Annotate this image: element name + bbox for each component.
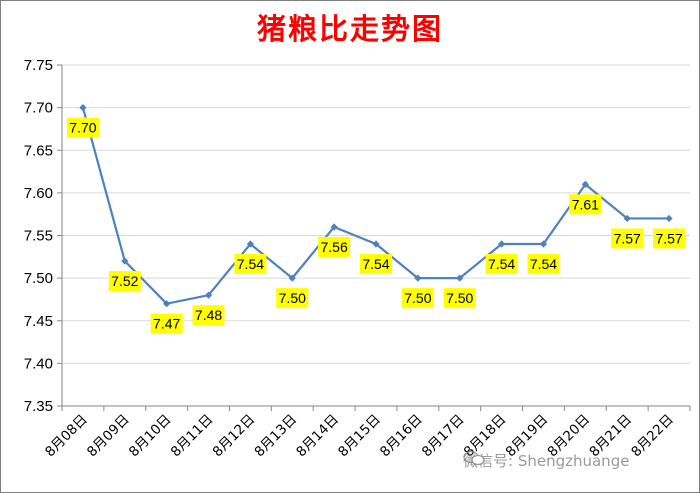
data-label: 7.61 — [572, 196, 599, 212]
data-label: 7.50 — [279, 290, 306, 306]
data-label-bg — [443, 288, 476, 309]
data-label-bg — [318, 236, 351, 257]
data-label-bg — [401, 288, 434, 309]
data-label-bg — [527, 254, 560, 275]
data-label-bg — [653, 228, 686, 249]
data-label: 7.48 — [195, 307, 222, 323]
y-tick-label: 7.55 — [24, 228, 53, 245]
data-label-bg — [569, 194, 602, 215]
y-tick-label: 7.60 — [24, 185, 53, 202]
data-label: 7.52 — [111, 273, 138, 289]
data-point-marker — [246, 240, 254, 248]
data-point-marker — [539, 240, 548, 248]
data-point-marker — [623, 214, 631, 223]
data-label: 7.54 — [362, 256, 389, 272]
data-point-marker — [330, 223, 338, 231]
x-tick-label: 8月13日 — [251, 412, 300, 461]
y-tick-label: 7.40 — [24, 355, 53, 372]
y-tick-label: 7.70 — [24, 100, 53, 117]
data-point-marker — [414, 274, 422, 282]
chart-title: 猪粮比走势图 — [256, 12, 443, 46]
x-tick-label: 8月10日 — [126, 412, 175, 461]
x-tick-label: 8月17日 — [419, 412, 468, 461]
data-point-marker — [79, 104, 87, 112]
x-tick-label: 8月14日 — [293, 412, 342, 461]
y-tick-label: 7.35 — [24, 398, 53, 415]
watermark-text: 微信号: Shengzhuange — [463, 452, 630, 470]
data-point-marker — [204, 291, 213, 299]
data-point-marker — [581, 180, 589, 188]
x-tick-label: 8月08日 — [42, 412, 91, 461]
x-tick-label: 8月12日 — [210, 412, 259, 461]
data-label: 7.57 — [655, 230, 682, 246]
x-tick-label: 8月11日 — [168, 412, 217, 461]
data-point-marker — [288, 274, 296, 282]
data-point-marker — [121, 257, 129, 265]
wechat-icon — [463, 450, 485, 466]
y-tick-label: 7.65 — [24, 142, 53, 159]
data-label-bg — [66, 117, 99, 138]
data-label-bg — [108, 271, 141, 292]
x-tick-label: 8月09日 — [84, 412, 133, 461]
data-point-marker — [665, 214, 673, 223]
y-tick-label: 7.75 — [24, 57, 53, 74]
data-label: 7.54 — [237, 256, 264, 272]
data-label-bg — [192, 305, 225, 326]
data-label: 7.54 — [530, 256, 557, 272]
x-tick-label: 8月15日 — [335, 412, 384, 461]
data-label: 7.47 — [153, 316, 180, 332]
data-label: 7.70 — [69, 120, 96, 136]
data-label: 7.56 — [321, 239, 348, 255]
data-label: 7.50 — [446, 290, 473, 306]
data-point-marker — [498, 240, 506, 248]
data-label: 7.54 — [488, 256, 515, 272]
x-tick-label: 8月22日 — [628, 412, 677, 461]
data-point-marker — [372, 240, 380, 248]
data-point-marker — [163, 300, 171, 308]
data-label: 7.50 — [404, 290, 431, 306]
watermark: 微信号: Shengzhuange — [463, 450, 629, 471]
data-label: 7.57 — [614, 230, 641, 246]
data-label-bg — [611, 228, 644, 249]
axes — [57, 64, 691, 411]
y-tick-labels: 7.75 7.70 7.65 7.60 7.55 7.50 7.45 7.40 7.35 — [24, 57, 53, 415]
x-tick-label: 8月16日 — [377, 412, 426, 461]
y-tick-label: 7.45 — [24, 313, 53, 330]
data-label-bg — [360, 254, 392, 275]
data-label-bg — [276, 288, 309, 309]
data-point-marker — [456, 274, 464, 282]
y-tick-label: 7.50 — [24, 270, 53, 287]
data-label-bg — [485, 254, 518, 275]
data-labels: 7.70 7.52 7.47 7.48 7.54 7.50 7.56 7.54 7.50 7.50… — [66, 117, 686, 334]
data-label-bg — [234, 254, 267, 275]
data-label-bg — [150, 313, 183, 334]
